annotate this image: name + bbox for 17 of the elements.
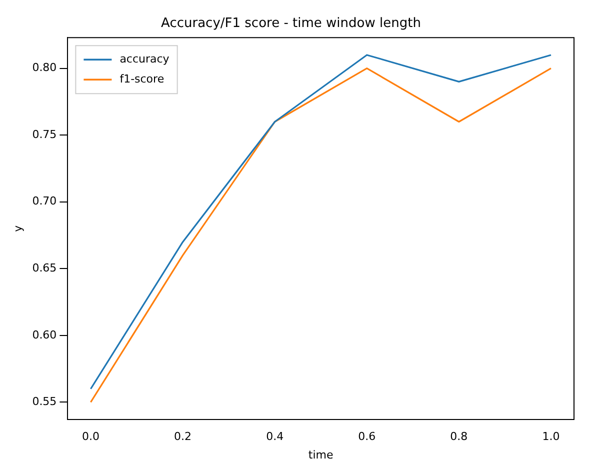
x-axis-title: time [308,448,334,462]
x-tick-label: 1.0 [542,430,560,444]
x-tick-label: 0.0 [82,430,100,444]
x-tick-label: 0.2 [174,430,192,444]
y-axis-title: y [11,224,24,232]
legend-label: f1-score [120,72,164,86]
x-tick-label: 0.8 [450,430,468,444]
x-tick-label: 0.4 [266,430,284,444]
chart-title: Accuracy/F1 score - time window length [161,16,421,32]
legend-label: accuracy [120,52,170,66]
y-tick-label: 0.60 [32,328,57,342]
y-tick-label: 0.65 [32,262,57,275]
y-tick-label: 0.80 [32,61,57,74]
y-tick-label: 0.75 [32,128,57,141]
x-tick-label: 0.6 [358,430,376,444]
y-tick-label: 0.70 [32,194,57,208]
y-tick-label: 0.55 [32,395,57,408]
